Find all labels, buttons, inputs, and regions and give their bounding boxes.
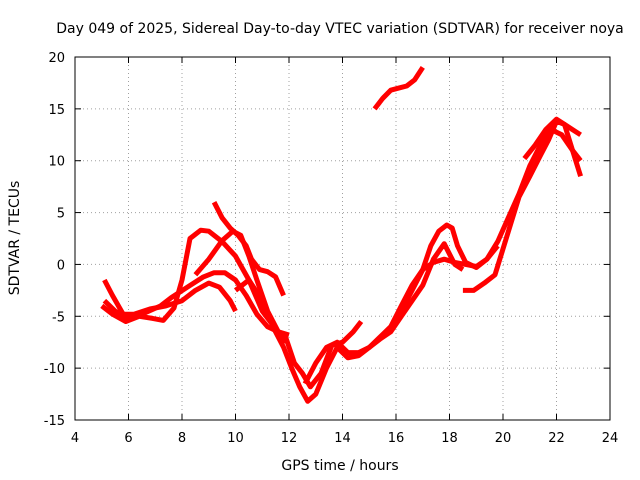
y-tick-label: 5 xyxy=(57,207,65,222)
x-tick-label: 22 xyxy=(548,431,565,446)
x-tick-label: 20 xyxy=(495,431,512,446)
series-line-arc-11 xyxy=(522,116,583,178)
y-tick-label: 10 xyxy=(48,155,65,170)
x-axis-label: GPS time / hours xyxy=(281,458,398,474)
y-tick-label: 20 xyxy=(48,51,65,66)
x-tick-label: 12 xyxy=(281,431,298,446)
y-tick-label: 15 xyxy=(48,103,65,118)
series-line-arc-6 xyxy=(233,241,465,404)
x-tick-label: 16 xyxy=(388,431,405,446)
x-tick-label: 14 xyxy=(334,431,351,446)
x-tick-label: 24 xyxy=(602,431,619,446)
x-tick-label: 18 xyxy=(441,431,458,446)
x-tick-label: 10 xyxy=(227,431,244,446)
series-group xyxy=(100,66,583,404)
x-tick-label: 6 xyxy=(124,431,132,446)
y-axis-label: SDTVAR / TECUs xyxy=(7,181,23,296)
x-tick-label: 8 xyxy=(178,431,186,446)
y-tick-label: -10 xyxy=(44,362,65,377)
x-tick-label: 4 xyxy=(71,431,79,446)
ticks xyxy=(74,56,611,421)
chart-title: Day 049 of 2025, Sidereal Day-to-day VTE… xyxy=(56,21,624,37)
y-tick-label: -5 xyxy=(52,310,65,325)
tick-labels: 4 6 8 10 12 14 16 18 20 22 24 -15 -10 -5 0 5 10 15 20 xyxy=(44,51,619,446)
series-line-arc-8 xyxy=(372,66,425,111)
series-line-arc-5 xyxy=(211,201,286,297)
y-tick-label: 0 xyxy=(57,258,65,273)
y-tick-label: -15 xyxy=(44,414,65,429)
series-line-arc-9 xyxy=(388,127,583,330)
